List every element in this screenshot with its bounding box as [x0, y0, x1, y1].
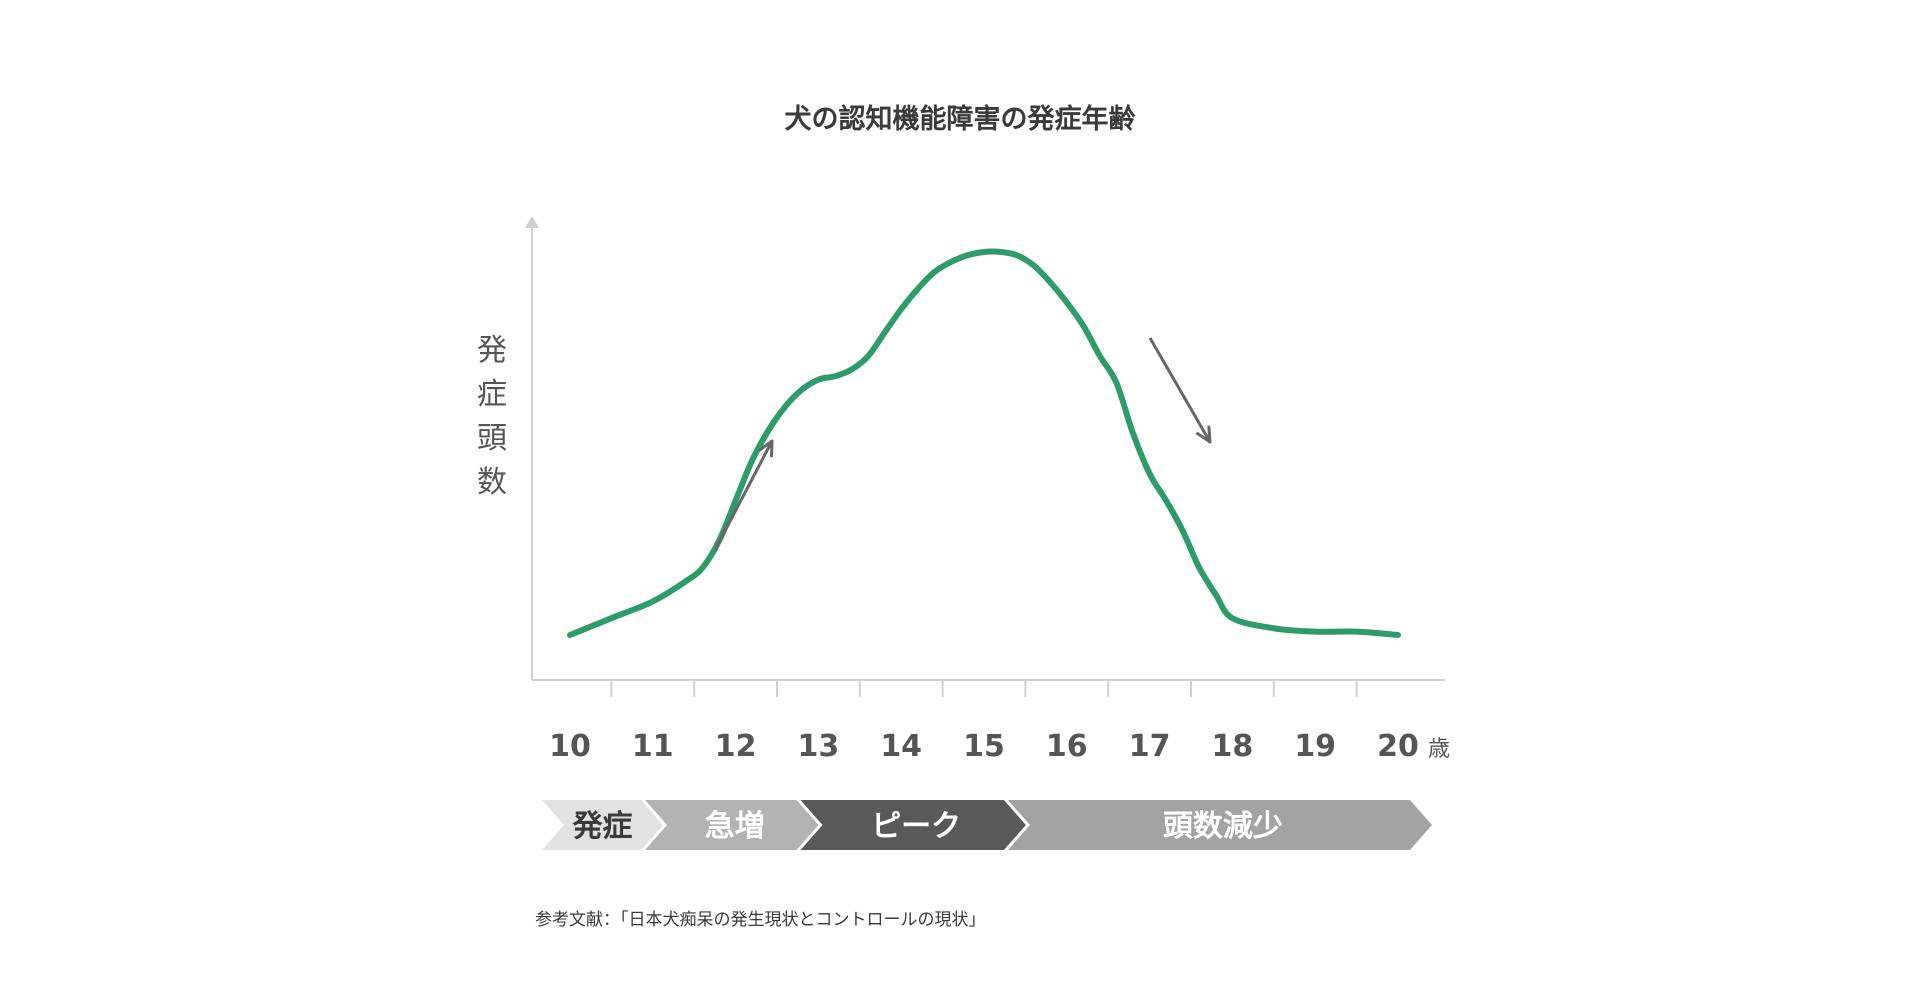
trend-arrow-down — [1148, 337, 1212, 443]
y-label-char: 数 — [477, 465, 507, 500]
x-tick-label: 18 — [1212, 729, 1254, 764]
chart-title: 犬の認知機能障害の発症年齢 — [785, 103, 1136, 135]
x-axis-unit: 歳 — [1428, 737, 1450, 762]
phase-label: 急増 — [705, 809, 765, 844]
x-tick-label: 20 — [1377, 729, 1419, 764]
footnote: 参考文献：「日本犬痴呆の発生現状とコントロールの現状」 — [535, 910, 986, 930]
phase-segment — [645, 800, 819, 850]
trend-arrow-up — [713, 440, 774, 551]
y-label-char: 症 — [477, 377, 507, 412]
x-tick-label: 11 — [632, 729, 674, 764]
x-tick-label: 15 — [963, 729, 1005, 764]
y-label-char: 発 — [477, 333, 507, 368]
x-tick-label: 16 — [1046, 729, 1088, 764]
x-tick-label: 10 — [549, 729, 591, 764]
phase-label: 頭数減少 — [1163, 809, 1283, 844]
phase-label: 発症 — [571, 809, 632, 844]
phase-label: ピーク — [871, 809, 961, 844]
x-tick-label: 12 — [715, 729, 757, 764]
axes — [525, 216, 1445, 681]
x-ticks — [610, 680, 1358, 697]
x-tick-label: 19 — [1294, 729, 1336, 764]
y-label-char: 頭 — [477, 421, 507, 456]
x-tick-labels: 10 11 12 13 14 15 16 17 18 19 20 — [549, 729, 1419, 764]
x-tick-label: 13 — [798, 729, 840, 764]
series — [567, 248, 1401, 638]
phase-segment — [800, 800, 1026, 850]
trend-arrow-head — [758, 439, 774, 458]
y-axis-arrowhead — [525, 216, 539, 228]
x-tick-label: 17 — [1129, 729, 1171, 764]
trend-arrows — [713, 337, 1212, 551]
trend-arrow-head — [1196, 425, 1212, 444]
series-line — [567, 248, 1401, 638]
phase-bar: 発症 急増 ピーク 頭数減少 — [542, 800, 1432, 850]
x-tick-label: 14 — [880, 729, 922, 764]
phase-segment — [542, 800, 663, 850]
phase-segment — [1007, 800, 1432, 850]
